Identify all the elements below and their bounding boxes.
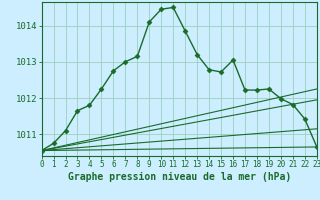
X-axis label: Graphe pression niveau de la mer (hPa): Graphe pression niveau de la mer (hPa) [68,172,291,182]
